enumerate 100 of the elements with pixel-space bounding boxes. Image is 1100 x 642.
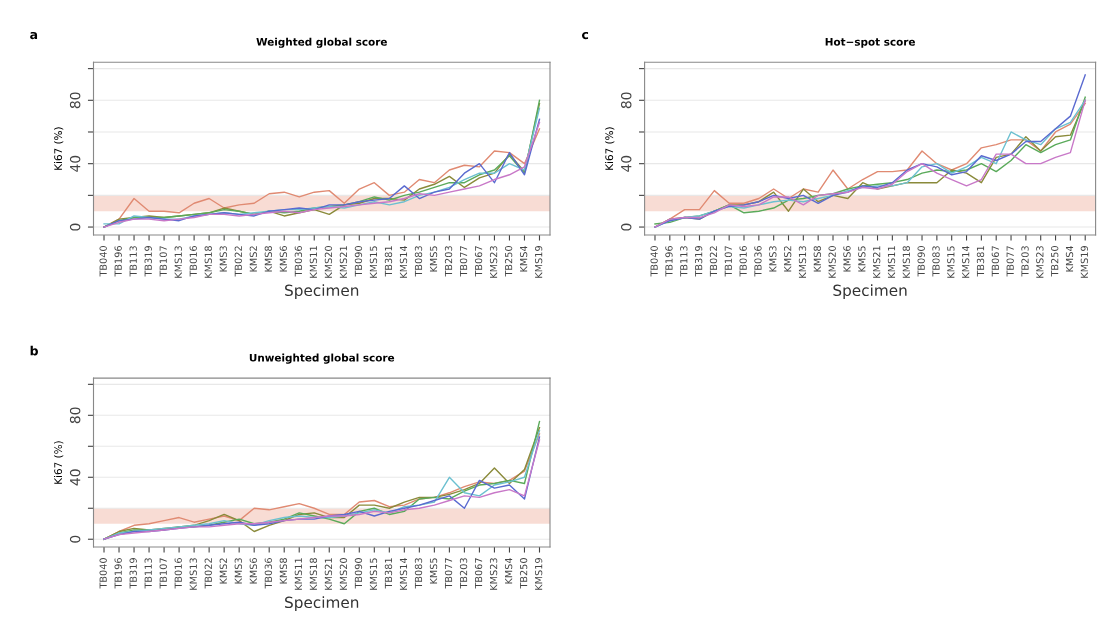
- x-tick-label: TB381: [384, 558, 393, 589]
- x-tick-label: TB381: [384, 246, 393, 277]
- x-tick-label: TB040: [650, 246, 658, 277]
- chart-title: Hot−spot score: [825, 38, 915, 48]
- x-tick-label: TB022: [234, 246, 242, 277]
- line-series: [654, 74, 1086, 228]
- x-tick-label: TB250: [1051, 246, 1059, 277]
- x-tick-label: KMS21: [324, 558, 333, 590]
- x-tick-label: TB016: [739, 246, 747, 277]
- x-tick-label: TB090: [354, 558, 363, 589]
- y-tick-label: 40: [69, 469, 81, 486]
- x-tick-label: TB077: [459, 246, 468, 277]
- x-tick-label: KMS2: [249, 246, 257, 272]
- x-tick-label: KMS13: [189, 558, 197, 590]
- x-tick-label: KMS19: [1080, 246, 1089, 278]
- x-tick-label: KMS23: [489, 558, 498, 590]
- x-tick-label: TB016: [189, 246, 197, 277]
- x-tick-label: KMS6: [843, 246, 851, 272]
- x-tick-label: KMS5: [429, 246, 438, 272]
- chart-title: Unweighted global score: [249, 353, 395, 364]
- x-tick-label: TB203: [459, 558, 468, 589]
- y-tick-label: 80: [620, 92, 632, 109]
- x-tick-label: KMS5: [858, 246, 866, 272]
- x-tick-label: TB250: [519, 558, 528, 589]
- text: a: [30, 31, 38, 40]
- x-tick-label: TB083: [932, 246, 940, 277]
- x-tick-label: TB203: [1021, 246, 1029, 277]
- x-tick-label: TB196: [114, 246, 122, 277]
- x-tick-label: KMS19: [534, 558, 543, 590]
- x-tick-label: TB040: [99, 558, 107, 589]
- x-axis-title: Specimen: [285, 284, 359, 300]
- x-tick-label: KMS20: [828, 246, 836, 278]
- x-tick-label: TB196: [665, 246, 673, 277]
- x-tick-label: TB036: [264, 558, 273, 589]
- x-tick-label: KMS20: [324, 246, 333, 278]
- chart-title: Weighted global score: [256, 37, 387, 48]
- x-tick-label: KMS20: [339, 558, 348, 590]
- x-axis-title: Specimen: [833, 284, 907, 300]
- x-tick-label: KMS19: [534, 246, 543, 278]
- x-tick-label: TB083: [414, 558, 423, 589]
- x-tick-label: KMS4: [519, 245, 528, 272]
- x-tick-label: TB090: [917, 246, 925, 277]
- x-tick-label: TB067: [474, 558, 483, 589]
- x-tick-label: KMS6: [279, 246, 288, 272]
- x-tick-label: TB107: [724, 246, 732, 277]
- x-tick-label: KMS14: [962, 245, 970, 278]
- x-tick-label: TB083: [414, 246, 423, 277]
- x-tick-label: KMS8: [813, 246, 821, 272]
- x-tick-label: KMS13: [798, 246, 807, 278]
- x-tick-label: KMS15: [369, 246, 378, 278]
- x-tick-label: KMS15: [947, 246, 955, 278]
- text: c: [582, 31, 589, 40]
- x-tick-label: KMS11: [887, 246, 896, 278]
- y-tick-label: 40: [69, 155, 81, 172]
- x-tick-label: KMS13: [174, 246, 182, 278]
- x-tick-label: KMS23: [489, 246, 498, 278]
- y-axis-title: Ki67 (%): [605, 127, 615, 170]
- x-tick-label: KMS3: [234, 558, 242, 584]
- x-tick-label: KMS21: [339, 246, 348, 278]
- y-tick-label: 80: [69, 92, 81, 109]
- x-tick-label: TB067: [474, 246, 483, 277]
- x-tick-label: TB113: [680, 246, 688, 277]
- x-tick-label: TB036: [294, 246, 303, 277]
- y-axis-title: Ki67 (%): [54, 441, 64, 484]
- y-tick-label: 80: [69, 407, 81, 424]
- x-tick-label: TB107: [159, 246, 167, 277]
- y-tick-label: 40: [620, 155, 632, 172]
- x-tick-label: KMS18: [902, 246, 911, 278]
- x-tick-label: KMS4: [1065, 245, 1074, 272]
- x-tick-label: TB077: [1006, 246, 1014, 277]
- y-tick-label: 0: [69, 223, 81, 231]
- x-tick-label: KMS4: [504, 557, 513, 584]
- text: b: [30, 345, 38, 356]
- x-tick-label: TB250: [504, 246, 513, 277]
- x-tick-label: TB196: [114, 558, 122, 589]
- x-tick-label: KMS15: [369, 558, 378, 590]
- x-tick-label: TB319: [129, 558, 137, 589]
- y-tick-label: 0: [620, 223, 632, 231]
- x-tick-label: TB022: [709, 246, 718, 277]
- x-tick-label: TB022: [204, 558, 212, 589]
- x-tick-label: KMS18: [204, 246, 212, 278]
- y-axis-title: Ki67 (%): [54, 127, 64, 170]
- x-tick-label: KMS14: [399, 557, 408, 590]
- x-tick-label: KMS6: [249, 558, 257, 584]
- x-tick-label: TB203: [444, 246, 453, 277]
- x-tick-label: TB040: [99, 246, 107, 277]
- x-tick-label: TB016: [174, 558, 182, 589]
- x-tick-label: KMS23: [1036, 246, 1044, 278]
- y-tick-label: 0: [69, 535, 81, 543]
- x-tick-label: KMS21: [872, 246, 881, 278]
- x-tick-label: KMS8: [264, 246, 273, 272]
- x-tick-label: TB381: [976, 246, 985, 277]
- x-tick-label: KMS8: [279, 558, 288, 584]
- x-tick-label: KMS3: [219, 246, 227, 272]
- x-tick-label: KMS18: [309, 558, 318, 590]
- x-tick-label: KMS11: [294, 558, 303, 590]
- x-tick-label: KMS11: [309, 246, 318, 278]
- x-tick-label: KMS14: [399, 245, 408, 278]
- x-tick-label: TB036: [754, 246, 762, 277]
- x-tick-label: TB077: [444, 558, 453, 589]
